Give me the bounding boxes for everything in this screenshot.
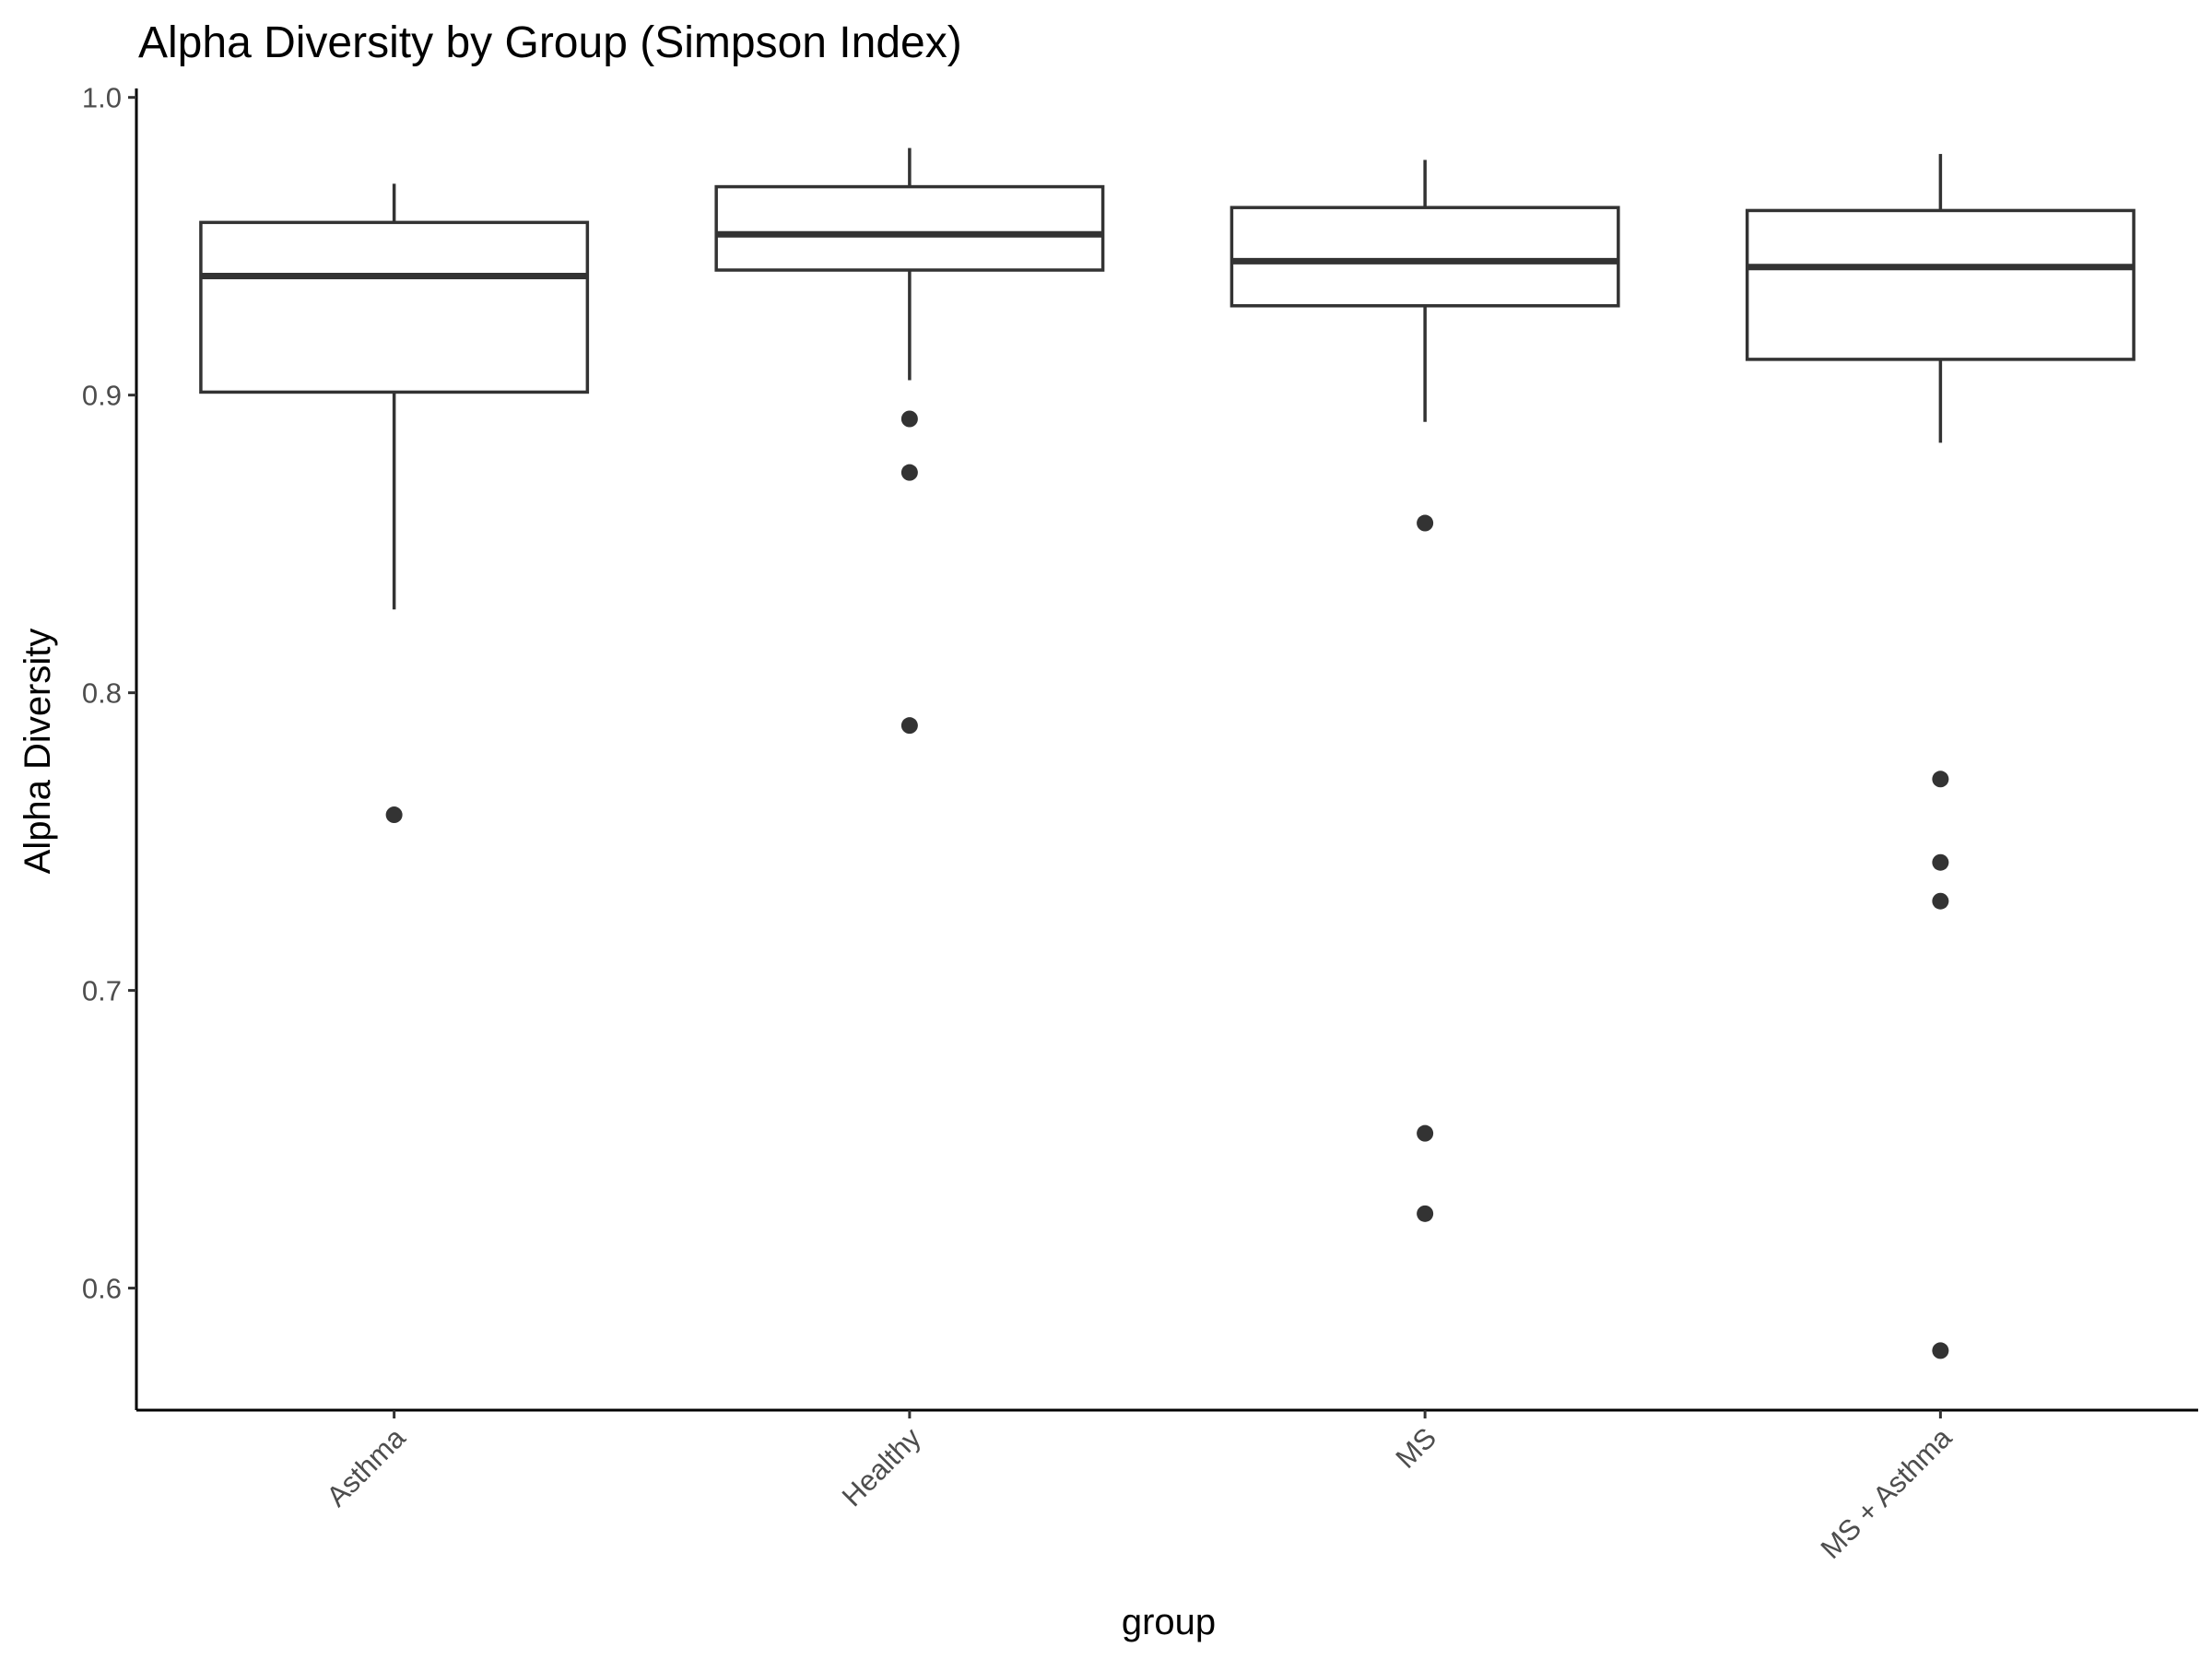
outlier-point (385, 806, 403, 824)
y-tick-label: 0.6 (82, 1273, 122, 1305)
outlier-point (900, 717, 918, 735)
x-tick-label: Healthy (836, 1421, 927, 1512)
chart-title: Alpha Diversity by Group (Simpson Index) (138, 18, 962, 67)
y-tick-label: 0.9 (82, 380, 122, 412)
x-tick-label: Asthma (321, 1421, 413, 1513)
outlier-point (1932, 771, 1949, 788)
y-tick-label: 1.0 (82, 82, 122, 114)
x-tick-label: MS (1389, 1421, 1442, 1475)
plot-area: 0.6 0.7 0.8 0.9 1.0 Asthma Healthy MS MS + Asthm… (82, 82, 2198, 1565)
outlier-point (1932, 892, 1949, 910)
outlier-point (1417, 514, 1434, 532)
y-tick-label: 0.7 (82, 975, 122, 1007)
outlier-point (900, 464, 918, 481)
outlier-point (1417, 1205, 1434, 1222)
iqr-box (714, 184, 1105, 272)
iqr-box (1745, 208, 2136, 361)
iqr-box (199, 220, 590, 394)
outlier-point (1932, 853, 1949, 871)
y-tick-label: 0.8 (82, 677, 122, 710)
outlier-point (900, 410, 918, 428)
x-tick-label: MS + Asthma (1815, 1421, 1959, 1565)
outlier-point (1417, 1124, 1434, 1142)
iqr-box (1230, 206, 1620, 308)
x-axis-title: group (1122, 1602, 1216, 1642)
outlier-point (1932, 1342, 1949, 1359)
y-axis-title: Alpha Diversity (18, 629, 58, 875)
